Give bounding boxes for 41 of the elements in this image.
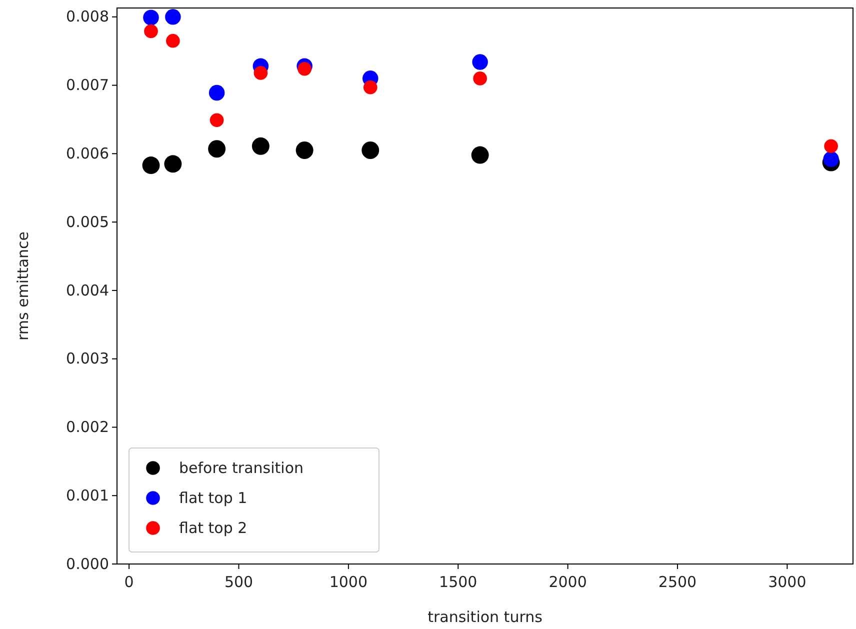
y-tick-label: 0.005: [66, 212, 109, 231]
point: [144, 24, 158, 38]
legend-label: before transition: [179, 459, 304, 477]
point: [208, 84, 225, 101]
y-axis-title: rms emittance: [14, 231, 32, 341]
y-tick-label: 0.007: [66, 76, 109, 94]
point: [363, 80, 378, 94]
point: [208, 140, 226, 158]
point: [362, 142, 380, 159]
point: [298, 62, 312, 76]
x-tick-label: 1000: [329, 573, 368, 591]
y-tick-label: 0.003: [66, 350, 109, 368]
point: [164, 155, 182, 173]
y-tick-label: 0.004: [66, 281, 109, 300]
point: [143, 10, 159, 26]
y-tick-label: 0.008: [66, 8, 109, 26]
x-tick-label: 2000: [548, 573, 587, 591]
point: [210, 113, 224, 128]
x-tick-label: 2500: [658, 573, 697, 591]
point: [254, 66, 268, 80]
point: [296, 142, 314, 159]
point: [165, 9, 181, 25]
y-tick-label: 0.002: [66, 418, 109, 436]
point: [252, 137, 270, 155]
point: [166, 34, 180, 48]
x-tick-label: 1500: [439, 573, 478, 591]
y-tick-label: 0.006: [66, 144, 109, 162]
point: [142, 156, 160, 174]
point: [473, 72, 487, 86]
point: [471, 146, 489, 164]
x-tick-label: 0: [124, 573, 134, 591]
point: [472, 54, 488, 70]
legend-label: flat top 2: [179, 519, 248, 537]
x-tick-label: 500: [224, 573, 254, 591]
y-tick-label: 0.000: [66, 554, 109, 573]
point: [823, 151, 839, 167]
x-tick-label: 3000: [768, 573, 806, 591]
point: [824, 139, 838, 154]
x-axis-title: transition turns: [428, 608, 543, 626]
y-tick-label: 0.001: [66, 486, 109, 504]
legend-label: flat top 1: [179, 489, 248, 507]
